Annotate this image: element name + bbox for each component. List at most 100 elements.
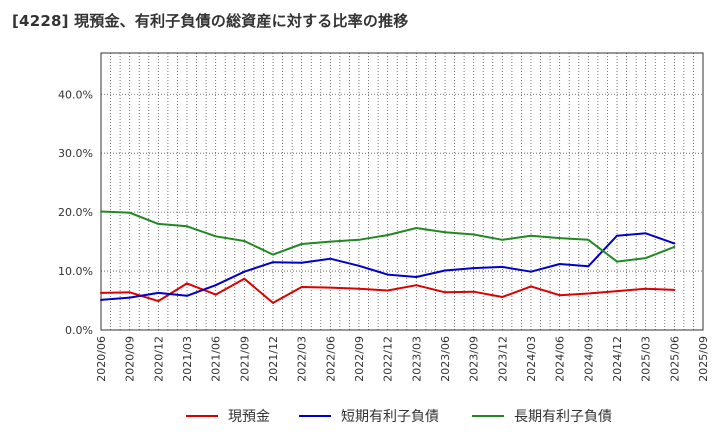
- legend-label-2: 長期有利子負債: [514, 409, 612, 425]
- series-2-point: [157, 222, 160, 225]
- y-tick-label: 30.0%: [58, 147, 93, 160]
- series-0-point: [128, 291, 131, 294]
- series-1-point: [386, 273, 389, 276]
- series-0-point: [386, 289, 389, 292]
- series-1-point: [587, 265, 590, 268]
- x-tick-label: 2022/12: [382, 336, 395, 382]
- series-1-point: [530, 270, 532, 273]
- series-2-point: [358, 238, 360, 241]
- series-0-point: [300, 285, 303, 288]
- plot-border: [100, 52, 704, 331]
- series-1-point: [128, 296, 131, 299]
- grid-layer: [100, 53, 704, 331]
- x-tick-label: 2023/06: [439, 336, 452, 382]
- series-0-point: [100, 291, 102, 294]
- x-tick-label: 2021/03: [181, 336, 194, 382]
- series-0-point: [558, 294, 561, 297]
- series-2-point: [100, 210, 102, 213]
- series-1-point: [214, 284, 217, 287]
- series-1-point: [100, 298, 102, 301]
- x-tick-label: 2023/03: [410, 336, 423, 382]
- x-tick-label: 2021/09: [238, 336, 251, 382]
- x-tick-label: 2022/06: [324, 336, 337, 382]
- series-1-point: [472, 267, 475, 270]
- series-0-point: [157, 300, 160, 303]
- series-1-point: [272, 261, 274, 264]
- x-tick-label: 2024/12: [611, 336, 624, 382]
- series-2-point: [128, 211, 131, 214]
- series-0-point: [186, 282, 188, 285]
- x-tick-label: 2020/06: [95, 336, 108, 382]
- x-tick-label: 2021/12: [267, 336, 280, 382]
- series-2-point: [329, 240, 332, 243]
- series-2-point: [300, 242, 303, 245]
- x-tick-label: 2021/06: [210, 336, 223, 382]
- series-2-point: [186, 225, 188, 228]
- x-tick-label: 2023/09: [468, 336, 481, 382]
- y-tick-label: 40.0%: [58, 88, 93, 101]
- series-0-point: [243, 277, 246, 280]
- legend-label-0: 現預金: [228, 409, 270, 425]
- series-1-point: [300, 261, 303, 264]
- series-1-point: [186, 294, 188, 297]
- series-2-point: [444, 231, 446, 234]
- series-1-point: [644, 232, 647, 235]
- x-tick-label: 2025/06: [668, 336, 681, 382]
- chart-title: [4228] 現預金、有利子負債の総資産に対する比率の推移: [12, 12, 409, 30]
- series-2-point: [214, 235, 217, 238]
- axis-layer: 0.0% 10.0% 20.0% 30.0% 40.0% 2020/06 2020/09 20…: [58, 52, 710, 382]
- series-1-point: [501, 265, 504, 268]
- y-tick-label: 10.0%: [58, 265, 93, 278]
- series-0-point: [329, 286, 332, 289]
- series-1-point: [157, 291, 160, 294]
- series-0-point: [358, 287, 360, 290]
- series-0-point: [673, 288, 676, 291]
- series-2-point: [386, 234, 389, 237]
- series-2-point: [587, 238, 590, 241]
- series-layer: [100, 210, 676, 304]
- x-tick-label: 2024/03: [525, 336, 538, 382]
- y-tick-label: 20.0%: [58, 206, 93, 219]
- series-1-point: [243, 270, 246, 273]
- series-2-point: [415, 227, 418, 230]
- series-1-point: [358, 264, 360, 267]
- series-0-point: [616, 290, 618, 293]
- series-2-point: [243, 240, 246, 243]
- x-tick-label: 2024/09: [582, 336, 595, 382]
- series-2-point: [673, 245, 676, 248]
- series-1-point: [329, 257, 332, 260]
- plot-area: [101, 53, 703, 330]
- legend: 現預金 短期有利子負債 長期有利子負債: [186, 409, 612, 425]
- y-tick-label: 0.0%: [65, 324, 93, 337]
- x-tick-label: 2022/09: [353, 336, 366, 382]
- series-2-point: [558, 237, 561, 240]
- x-tick-label: 2025/03: [640, 336, 653, 382]
- series-0-point: [415, 284, 418, 287]
- legend-label-1: 短期有利子負債: [341, 409, 439, 425]
- series-0-point: [472, 290, 475, 293]
- series-0-point: [501, 295, 504, 298]
- series-0-point: [214, 293, 217, 296]
- x-tick-label: 2022/03: [296, 336, 309, 382]
- series-2-point: [472, 233, 475, 236]
- series-1-point: [415, 275, 418, 278]
- series-2-point: [530, 234, 532, 237]
- series-0-point: [587, 292, 590, 295]
- series-0-point: [444, 291, 446, 294]
- x-tick-label: 2025/09: [697, 336, 710, 382]
- series-1-point: [558, 262, 561, 265]
- series-0-point: [530, 285, 532, 288]
- series-1-point: [673, 242, 676, 245]
- series-2-point: [616, 260, 618, 263]
- series-2-point: [272, 253, 274, 256]
- x-tick-label: 2020/12: [152, 336, 165, 382]
- series-1-point: [444, 269, 446, 272]
- series-1-point: [616, 234, 618, 237]
- series-0-point: [272, 301, 274, 304]
- x-tick-label: 2024/06: [554, 336, 567, 382]
- series-2-point: [501, 238, 504, 241]
- x-tick-label: 2020/09: [124, 336, 137, 382]
- series-2-point: [644, 257, 647, 260]
